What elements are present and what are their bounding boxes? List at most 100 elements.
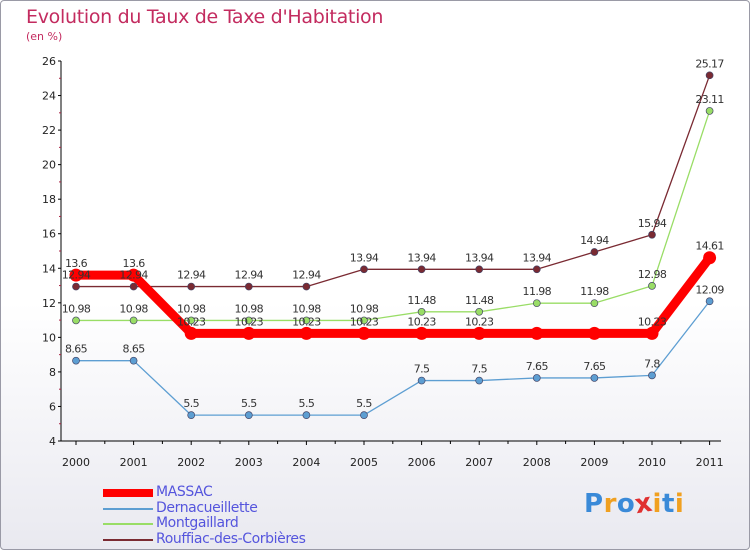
data-label: 11.48: [407, 294, 436, 307]
data-label: 15.94: [638, 217, 667, 230]
series-line-3: [75, 74, 711, 288]
data-point-3: [648, 230, 656, 239]
data-point-0: [357, 326, 371, 340]
data-point-1: [532, 374, 541, 382]
chart-title: Evolution du Taux de Taxe d'Habitation: [26, 6, 384, 28]
y-tick-label: 14: [42, 262, 56, 275]
data-point-2: [244, 316, 253, 325]
data-point-2: [417, 307, 426, 316]
y-tick-label: 8: [49, 366, 56, 379]
y-tick-label: 24: [42, 90, 56, 103]
data-label: 12.09: [695, 283, 724, 296]
data-label: 14.94: [580, 234, 609, 247]
data-point-2: [129, 316, 138, 325]
data-point-1: [244, 411, 253, 419]
x-tick-label: 2001: [120, 456, 148, 469]
data-label: 13.94: [407, 251, 436, 264]
data-point-1: [360, 411, 368, 419]
data-label: 10.23: [407, 315, 436, 328]
logo-letter: P: [584, 489, 604, 519]
data-point-1: [475, 376, 484, 385]
data-label: 12.94: [235, 269, 264, 282]
data-label: 12.94: [292, 269, 321, 282]
chart-subtitle: (en %): [26, 30, 63, 43]
data-point-0: [530, 326, 544, 340]
data-point-1: [302, 411, 311, 419]
y-tick-label: 22: [42, 124, 56, 137]
data-label: 7.5: [414, 363, 430, 376]
data-point-2: [705, 107, 714, 115]
data-label: 10.23: [638, 315, 667, 328]
data-point-0: [645, 326, 659, 340]
data-point-0: [587, 326, 601, 340]
data-label: 5.5: [356, 397, 372, 410]
data-point-1: [417, 376, 426, 385]
data-point-3: [72, 282, 80, 291]
data-label: 5.5: [299, 397, 315, 410]
x-tick-label: 2006: [408, 456, 436, 469]
data-label: 8.65: [65, 343, 88, 356]
data-label: 10.98: [235, 302, 264, 315]
data-label: 13.94: [523, 251, 552, 264]
legend-swatch: [103, 523, 153, 525]
legend-label: Dernacueillette: [156, 499, 258, 516]
logo-letter: r: [603, 489, 617, 519]
proxiti-logo: Proxiti: [584, 488, 684, 521]
data-label: 7.8: [644, 357, 660, 370]
x-tick-label: 2004: [292, 456, 320, 469]
data-point-3: [417, 265, 426, 274]
y-tick-label: 10: [42, 331, 56, 344]
data-point-2: [187, 316, 196, 325]
data-point-3: [302, 282, 311, 291]
data-point-2: [475, 307, 484, 316]
data-label: 10.23: [292, 315, 321, 328]
data-label: 13.6: [65, 257, 88, 270]
legend-swatch: [103, 489, 153, 497]
legend-swatch: [103, 538, 153, 541]
data-label: 10.23: [177, 315, 206, 328]
data-point-0: [69, 268, 83, 282]
logo-letter: o: [616, 489, 636, 519]
data-label: 25.17: [695, 57, 724, 70]
data-label: 10.23: [350, 315, 379, 328]
x-tick-label: 2007: [465, 456, 493, 469]
data-point-1: [129, 356, 138, 365]
x-tick-label: 2010: [638, 456, 666, 469]
x-tick-label: 2003: [235, 456, 263, 469]
data-label: 10.98: [119, 302, 148, 315]
data-label: 7.5: [471, 363, 487, 376]
data-label: 13.94: [350, 251, 379, 264]
data-point-0: [299, 326, 313, 340]
data-point-3: [244, 282, 253, 291]
data-labels: 13.6 13.6 10.23 14.61 8.65 8.65 5.5 5.5 5.5 5.5 7.…: [62, 57, 725, 410]
data-label: 13.94: [465, 251, 494, 264]
data-label: 13.6: [123, 257, 146, 270]
data-point-1: [187, 411, 196, 419]
data-point-1: [72, 356, 80, 365]
data-point-2: [302, 316, 311, 325]
data-label: 10.98: [350, 302, 379, 315]
data-point-3: [705, 71, 714, 80]
data-label: 8.65: [123, 343, 146, 356]
y-tick-label: 20: [42, 159, 56, 172]
data-point-0: [472, 326, 486, 340]
data-label: 12.94: [177, 269, 206, 282]
y-tick-label: 4: [49, 435, 56, 448]
y-tick-label: 6: [49, 400, 56, 413]
x-tick-label: 2005: [350, 456, 378, 469]
series-line-1: [75, 300, 711, 416]
axes: 4 6 8 10 12 14 16 18 20 22 24 26 2000 2001 2002 2003 200…: [42, 55, 724, 469]
y-tick-label: 26: [42, 55, 56, 68]
y-tick-label: 16: [42, 228, 56, 241]
data-point-0: [127, 268, 141, 282]
logo-letter: i: [652, 489, 662, 519]
data-point-3: [475, 265, 484, 274]
data-label: 5.5: [183, 397, 199, 410]
data-point-1: [590, 374, 599, 382]
data-point-1: [705, 297, 714, 306]
data-point-1: [648, 371, 656, 380]
data-point-3: [187, 282, 196, 291]
data-point-3: [532, 265, 541, 274]
logo-letter: t: [661, 489, 675, 519]
